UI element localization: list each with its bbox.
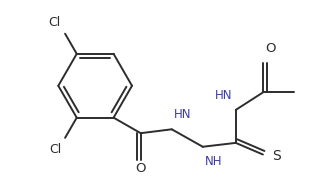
Text: Cl: Cl <box>49 143 61 156</box>
Text: O: O <box>135 162 146 175</box>
Text: S: S <box>273 149 281 163</box>
Text: HN: HN <box>174 108 191 121</box>
Text: NH: NH <box>205 155 222 167</box>
Text: HN: HN <box>215 89 233 102</box>
Text: O: O <box>265 42 275 55</box>
Text: Cl: Cl <box>48 16 60 29</box>
